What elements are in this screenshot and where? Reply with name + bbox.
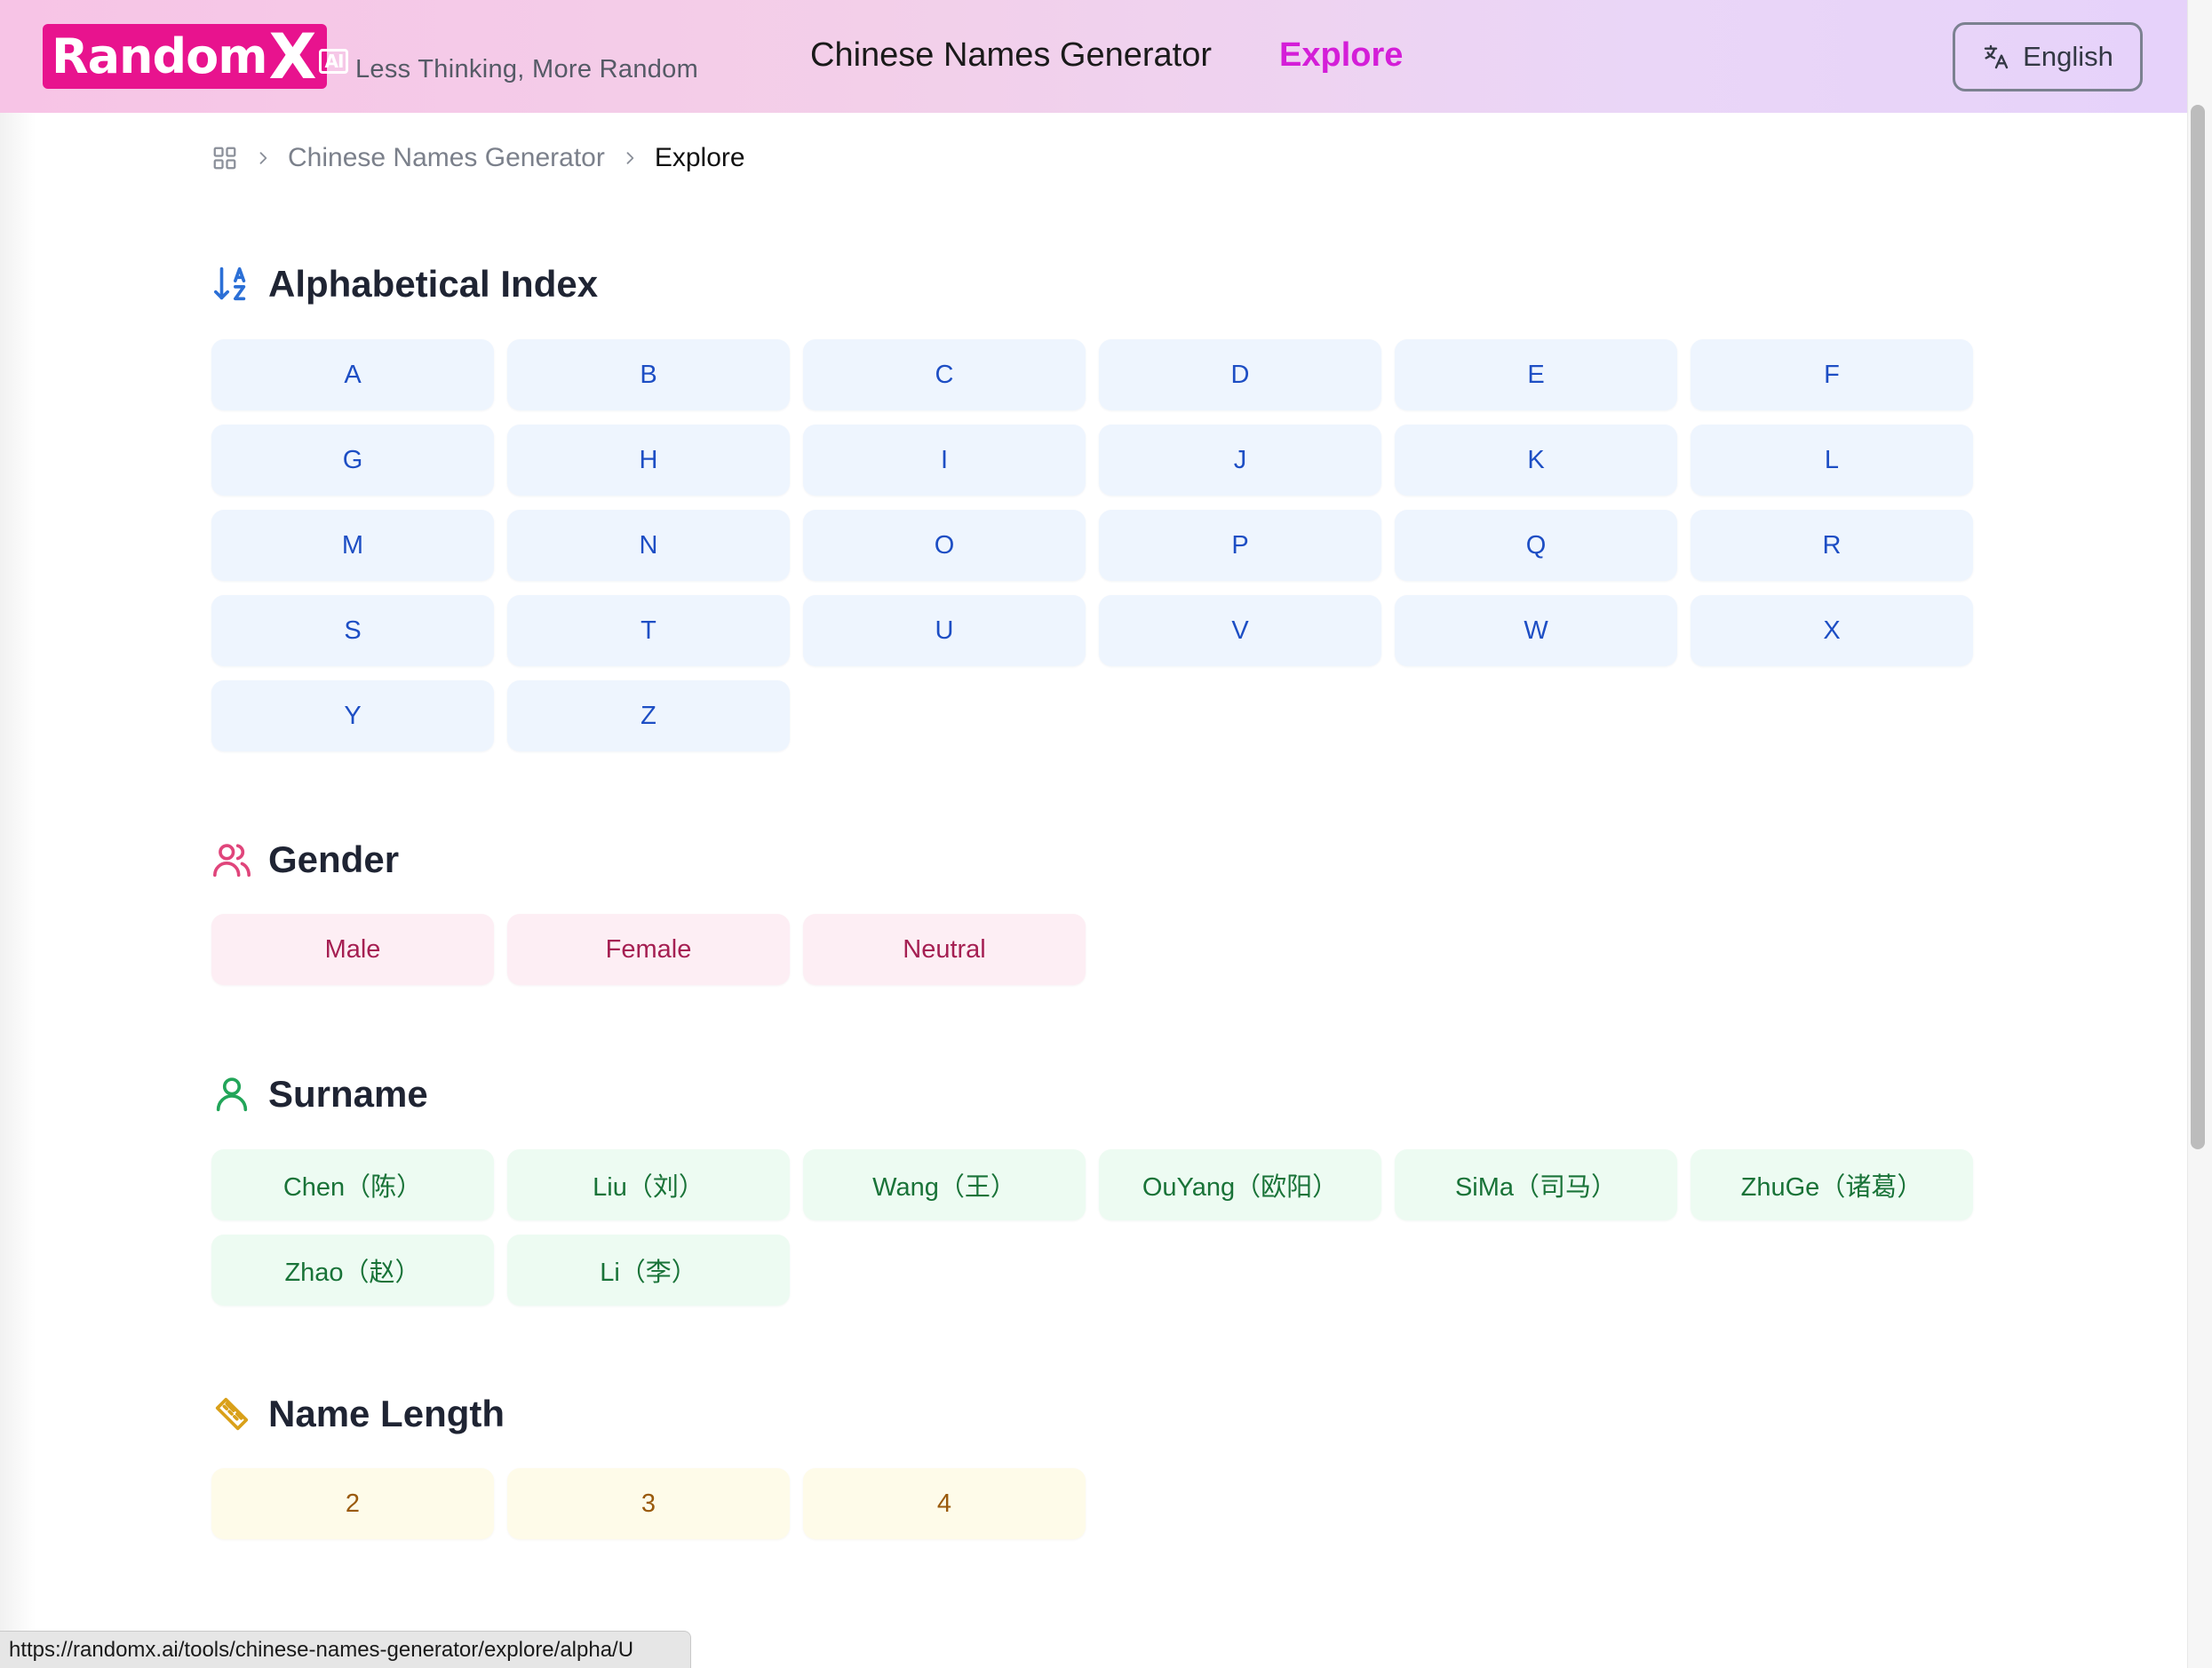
- letter-w-button[interactable]: W: [1395, 595, 1677, 666]
- letter-b-button[interactable]: B: [507, 339, 790, 410]
- gender-female-button[interactable]: Female: [507, 914, 790, 985]
- logo-ai-badge: AI: [319, 48, 349, 74]
- section-title-alphabetical: Alphabetical Index: [211, 263, 598, 306]
- chevron-right-icon: [254, 149, 272, 167]
- logo-text: Random: [52, 28, 267, 84]
- language-button[interactable]: English: [1953, 22, 2143, 91]
- section-label: Gender: [268, 838, 400, 880]
- status-bar-url: https://randomx.ai/tools/chinese-names-g…: [0, 1631, 691, 1668]
- surname-zhuge-button[interactable]: ZhuGe（诸葛）: [1691, 1149, 1973, 1220]
- surname-wang-button[interactable]: Wang（王）: [803, 1149, 1086, 1220]
- section-title-gender: Gender: [211, 838, 399, 881]
- section-label: Alphabetical Index: [268, 263, 599, 305]
- letter-r-button[interactable]: R: [1691, 510, 1973, 581]
- surname-li-button[interactable]: Li（李）: [507, 1235, 790, 1306]
- letter-y-button[interactable]: Y: [211, 680, 494, 751]
- letter-d-button[interactable]: D: [1099, 339, 1381, 410]
- translate-icon: [1982, 43, 2010, 71]
- letter-k-button[interactable]: K: [1395, 425, 1677, 496]
- letter-t-button[interactable]: T: [507, 595, 790, 666]
- letter-p-button[interactable]: P: [1099, 510, 1381, 581]
- length-2-button[interactable]: 2: [211, 1468, 494, 1539]
- tagline: Less Thinking, More Random: [355, 55, 699, 83]
- left-gutter: [0, 113, 36, 1668]
- gender-grid: Male Female Neutral: [211, 914, 1976, 985]
- breadcrumb-current: Explore: [654, 143, 745, 172]
- breadcrumb-generator[interactable]: Chinese Names Generator: [288, 143, 605, 172]
- section-title-name-length: Name Length: [211, 1393, 505, 1435]
- grid-icon: [211, 145, 238, 171]
- gender-neutral-button[interactable]: Neutral: [803, 914, 1086, 985]
- users-icon: [211, 839, 252, 880]
- top-header: Random X AI Less Thinking, More Random Chi…: [0, 0, 2187, 113]
- length-4-button[interactable]: 4: [803, 1468, 1086, 1539]
- letter-g-button[interactable]: G: [211, 425, 494, 496]
- nav-chinese-names-generator[interactable]: Chinese Names Generator: [810, 36, 1212, 74]
- surname-ouyang-button[interactable]: OuYang（欧阳）: [1099, 1149, 1381, 1220]
- nav-explore[interactable]: Explore: [1279, 36, 1404, 74]
- letter-x-button[interactable]: X: [1691, 595, 1973, 666]
- letter-c-button[interactable]: C: [803, 339, 1086, 410]
- letter-f-button[interactable]: F: [1691, 339, 1973, 410]
- chevron-right-icon: [621, 149, 639, 167]
- letter-e-button[interactable]: E: [1395, 339, 1677, 410]
- gender-male-button[interactable]: Male: [211, 914, 494, 985]
- randomx-logo[interactable]: Random X AI: [43, 20, 349, 93]
- letter-u-button[interactable]: U: [803, 595, 1086, 666]
- language-label: English: [2023, 41, 2113, 72]
- breadcrumb: Chinese Names Generator Explore: [211, 140, 745, 176]
- letter-o-button[interactable]: O: [803, 510, 1086, 581]
- length-3-button[interactable]: 3: [507, 1468, 790, 1539]
- user-icon: [211, 1074, 252, 1115]
- scrollbar-thumb[interactable]: [2191, 105, 2205, 1149]
- section-label: Name Length: [268, 1393, 505, 1434]
- ruler-icon: [211, 1394, 252, 1434]
- letter-s-button[interactable]: S: [211, 595, 494, 666]
- letter-q-button[interactable]: Q: [1395, 510, 1677, 581]
- letter-v-button[interactable]: V: [1099, 595, 1381, 666]
- section-title-surname: Surname: [211, 1073, 428, 1116]
- letter-j-button[interactable]: J: [1099, 425, 1381, 496]
- surname-zhao-button[interactable]: Zhao（赵）: [211, 1235, 494, 1306]
- logo-x: X: [268, 20, 316, 93]
- letter-l-button[interactable]: L: [1691, 425, 1973, 496]
- surname-chen-button[interactable]: Chen（陈）: [211, 1149, 494, 1220]
- letter-i-button[interactable]: I: [803, 425, 1086, 496]
- section-label: Surname: [268, 1073, 428, 1115]
- letter-m-button[interactable]: M: [211, 510, 494, 581]
- sort-az-icon: [211, 264, 252, 305]
- letter-a-button[interactable]: A: [211, 339, 494, 410]
- letter-n-button[interactable]: N: [507, 510, 790, 581]
- letter-h-button[interactable]: H: [507, 425, 790, 496]
- breadcrumb-home[interactable]: [211, 145, 238, 171]
- surname-grid: Chen（陈） Liu（刘） Wang（王） OuYang（欧阳） SiMa（司马） Zh…: [211, 1149, 1976, 1306]
- letter-z-button[interactable]: Z: [507, 680, 790, 751]
- surname-sima-button[interactable]: SiMa（司马）: [1395, 1149, 1677, 1220]
- surname-liu-button[interactable]: Liu（刘）: [507, 1149, 790, 1220]
